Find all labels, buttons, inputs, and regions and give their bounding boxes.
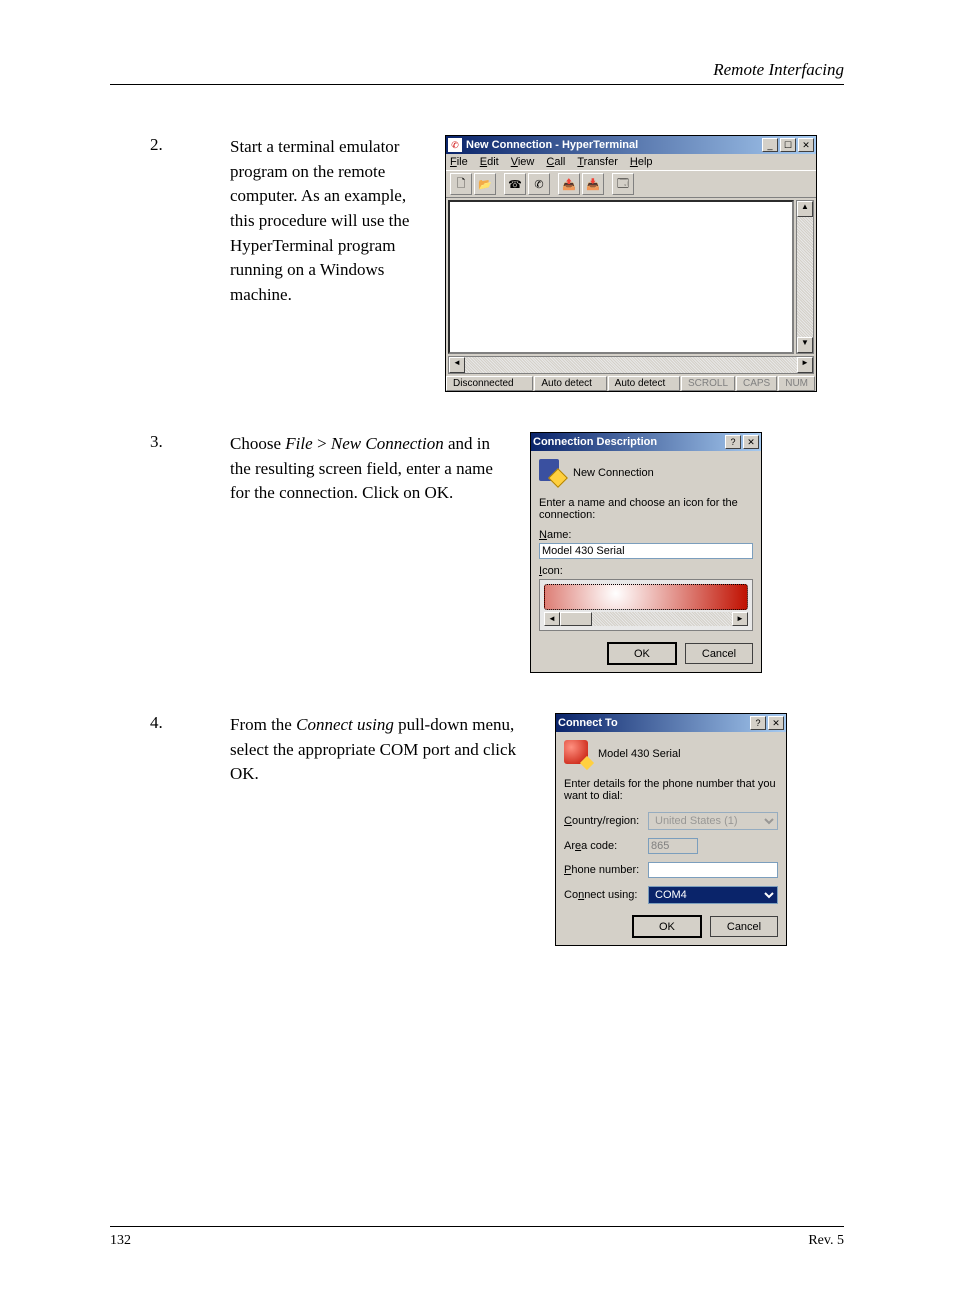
connect-to-dialog: Connect To ? ✕ Model 430 Serial Enter de… — [555, 713, 787, 946]
instruction-text: Enter details for the phone number that … — [564, 778, 778, 802]
dialog-title: Connect To — [558, 717, 748, 729]
status-detect1: Auto detect — [534, 376, 606, 391]
page-number: 132 — [110, 1233, 131, 1249]
name-label: Name: — [539, 529, 753, 541]
help-button[interactable]: ? — [750, 716, 766, 730]
instruction-text: Enter a name and choose an icon for the … — [539, 497, 753, 521]
country-label: Country/region: — [564, 815, 648, 827]
ok-button[interactable]: OK — [633, 916, 701, 937]
cancel-button[interactable]: Cancel — [685, 643, 753, 664]
header-rule — [110, 84, 844, 85]
hyperterminal-window: ✆ New Connection - HyperTerminal _ ☐ ✕ F… — [445, 135, 817, 392]
name-input[interactable] — [539, 543, 753, 559]
step4-text: From the Connect using pull-down menu, s… — [230, 713, 555, 946]
phone-input[interactable] — [648, 862, 778, 878]
step2-number: 2. — [110, 135, 230, 155]
status-num: NUM — [778, 376, 815, 391]
connection-description-dialog: Connection Description ? ✕ New Connectio… — [530, 432, 762, 673]
step2-text: Start a terminal emulator program on the… — [230, 135, 445, 392]
areacode-label: Area code: — [564, 840, 648, 852]
icon-scrollbar[interactable]: ◄ ► — [544, 612, 748, 626]
areacode-input — [648, 838, 698, 854]
status-scroll: SCROLL — [681, 376, 735, 391]
menu-transfer[interactable]: Transfer — [577, 156, 618, 168]
connection-name: Model 430 Serial — [598, 748, 681, 760]
close-button[interactable]: ✕ — [768, 716, 784, 730]
ok-button[interactable]: OK — [608, 643, 676, 664]
terminal-area[interactable] — [448, 200, 794, 354]
step3-text: Choose File > New Connection and in the … — [230, 432, 530, 673]
new-connection-label: New Connection — [573, 467, 654, 479]
toolbar-connect-icon[interactable]: ☎ — [504, 173, 526, 195]
step3-number: 3. — [110, 432, 230, 452]
connection-icon — [564, 740, 592, 768]
connect-using-label: Connect using: — [564, 889, 648, 901]
menu-file[interactable]: File — [450, 156, 468, 168]
menu-view[interactable]: View — [511, 156, 535, 168]
toolbar-receive-icon[interactable]: 📥 — [582, 173, 604, 195]
scroll-right-icon[interactable]: ► — [797, 357, 813, 373]
menu-help[interactable]: Help — [630, 156, 653, 168]
scroll-left-icon[interactable]: ◄ — [449, 357, 465, 373]
scroll-thumb[interactable] — [560, 612, 592, 626]
close-button[interactable]: ✕ — [798, 138, 814, 152]
status-caps: CAPS — [736, 376, 777, 391]
scroll-down-icon[interactable]: ▼ — [797, 337, 813, 353]
step4-number: 4. — [110, 713, 230, 733]
icon-label: Icon: — [539, 565, 753, 577]
icon-option[interactable] — [544, 584, 748, 610]
toolbar-disconnect-icon[interactable]: ✆ — [528, 173, 550, 195]
status-detect2: Auto detect — [608, 376, 680, 391]
menu-call[interactable]: Call — [546, 156, 565, 168]
toolbar-properties-icon[interactable]: 🗔 — [612, 173, 634, 195]
status-connection: Disconnected — [446, 376, 533, 391]
status-bar: Disconnected Auto detect Auto detect SCR… — [446, 376, 816, 391]
step4-menuitem: Connect using — [296, 715, 394, 734]
phone-label: Phone number: — [564, 864, 648, 876]
revision: Rev. 5 — [808, 1233, 844, 1249]
scroll-up-icon[interactable]: ▲ — [797, 201, 813, 217]
new-connection-icon — [539, 459, 567, 487]
app-icon: ✆ — [448, 138, 462, 152]
country-select: United States (1) — [648, 812, 778, 830]
maximize-button[interactable]: ☐ — [780, 138, 796, 152]
cancel-button[interactable]: Cancel — [710, 916, 778, 937]
page-footer: 132 Rev. 5 — [110, 1226, 844, 1249]
window-title: New Connection - HyperTerminal — [466, 139, 760, 151]
close-button[interactable]: ✕ — [743, 435, 759, 449]
step3-menuitem: File > New Connection — [285, 434, 444, 453]
menu-edit[interactable]: Edit — [480, 156, 499, 168]
toolbar: 🗋 📂 ☎ ✆ 📤 📥 🗔 — [446, 170, 816, 198]
connect-using-select[interactable]: COM4 — [648, 886, 778, 904]
minimize-button[interactable]: _ — [762, 138, 778, 152]
horizontal-scrollbar[interactable]: ◄ ► — [448, 356, 814, 374]
toolbar-send-icon[interactable]: 📤 — [558, 173, 580, 195]
icon-picker: ◄ ► — [539, 579, 753, 631]
dialog-title: Connection Description — [533, 436, 723, 448]
header-right: Remote Interfacing — [110, 60, 844, 80]
scroll-left-icon[interactable]: ◄ — [544, 612, 560, 626]
menubar: File Edit View Call Transfer Help — [446, 154, 816, 170]
help-button[interactable]: ? — [725, 435, 741, 449]
vertical-scrollbar[interactable]: ▲ ▼ — [796, 200, 814, 354]
toolbar-new-icon[interactable]: 🗋 — [450, 173, 472, 195]
scroll-right-icon[interactable]: ► — [732, 612, 748, 626]
toolbar-open-icon[interactable]: 📂 — [474, 173, 496, 195]
